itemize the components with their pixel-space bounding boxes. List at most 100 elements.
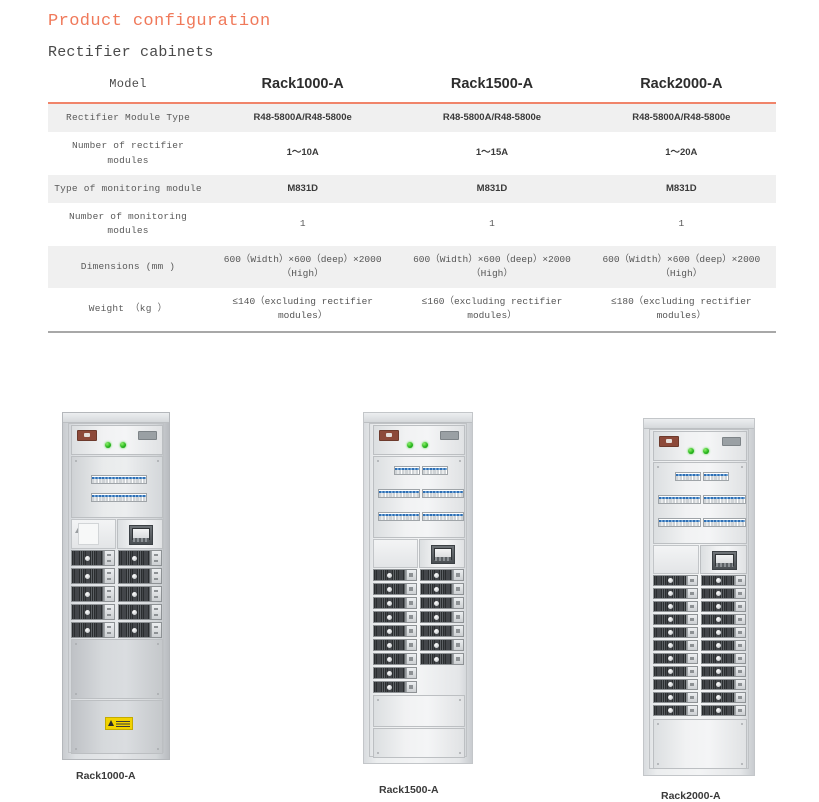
screw-icon [75, 643, 77, 645]
model-badge-icon [138, 431, 157, 440]
row-label: Dimensions (mm ) [48, 245, 209, 288]
rectifier-module[interactable] [653, 705, 698, 716]
rectifier-module[interactable] [373, 639, 417, 651]
breaker-bar-icon [659, 520, 700, 523]
rectifier-module[interactable] [420, 583, 464, 595]
breaker-teeth-icon [676, 476, 700, 480]
screw-icon [657, 763, 659, 765]
rectifier-module[interactable] [653, 640, 698, 651]
rectifier-module[interactable] [653, 627, 698, 638]
rectifier-module[interactable] [118, 550, 162, 566]
rectifier-module[interactable] [653, 692, 698, 703]
breaker-strip [703, 472, 729, 481]
row-value: 1 [208, 203, 398, 246]
breaker-bar-icon [704, 520, 745, 523]
screw-icon [157, 643, 159, 645]
row-value: 1 [397, 203, 587, 246]
status-led-icon [703, 448, 709, 454]
monitoring-module-m831d[interactable] [431, 545, 455, 564]
rectifier-module[interactable] [373, 625, 417, 637]
row-value: 1〜10A [208, 132, 398, 175]
cabinet-head-panel [373, 425, 465, 455]
row-label: Number of monitoring modules [48, 203, 209, 246]
rectifier-module[interactable] [701, 627, 746, 638]
row-value: R48-5800A/R48-5800e [208, 103, 398, 133]
breaker-strip [658, 495, 701, 504]
rectifier-module[interactable] [71, 622, 115, 638]
rectifier-module[interactable] [653, 614, 698, 625]
rectifier-module[interactable] [118, 586, 162, 602]
rectifier-module[interactable] [420, 569, 464, 581]
rectifier-module[interactable] [118, 604, 162, 620]
rectifier-module[interactable] [701, 614, 746, 625]
rectifier-module[interactable] [653, 666, 698, 677]
rectifier-module[interactable] [71, 586, 115, 602]
rectifier-module[interactable] [373, 667, 417, 679]
breaker-strip [422, 466, 448, 475]
rectifier-module[interactable] [701, 692, 746, 703]
screw-icon [459, 460, 461, 462]
breaker-bar-icon [395, 468, 419, 471]
table-row: Weight （kg ） ≤140（excluding rectifier mo… [48, 288, 776, 333]
breaker-bar-icon [92, 495, 146, 498]
rectifier-module[interactable] [701, 575, 746, 586]
rectifier-module[interactable] [420, 639, 464, 651]
distribution-panel [373, 456, 465, 538]
rectifier-module[interactable] [420, 625, 464, 637]
rectifier-module[interactable] [118, 568, 162, 584]
breaker-bar-icon [676, 474, 700, 477]
breaker-teeth-icon [379, 516, 419, 520]
cabinet-top-cap [63, 413, 169, 423]
screw-icon [157, 460, 159, 462]
rectifier-module[interactable] [701, 601, 746, 612]
column-header-rack1500a: Rack1500-A [397, 70, 587, 104]
cabinet-top-cap [644, 419, 754, 429]
rectifier-module[interactable] [653, 679, 698, 690]
rectifier-module[interactable] [701, 588, 746, 599]
monitoring-module-m831d[interactable] [129, 525, 153, 545]
column-header-rack1000a: Rack1000-A [208, 70, 398, 104]
distribution-panel [653, 462, 747, 544]
rectifier-module[interactable] [420, 611, 464, 623]
rectifier-module[interactable] [653, 588, 698, 599]
rectifier-module[interactable] [118, 622, 162, 638]
rectifier-module[interactable] [373, 583, 417, 595]
screw-icon [741, 763, 743, 765]
breaker-bar-icon [704, 474, 728, 477]
spec-table-wrapper: Model Rack1000-A Rack1500-A Rack2000-A R… [48, 70, 776, 333]
rectifier-module[interactable] [701, 640, 746, 651]
rectifier-module[interactable] [653, 653, 698, 664]
rectifier-module[interactable] [71, 550, 115, 566]
rectifier-module[interactable] [701, 705, 746, 716]
rectifier-module[interactable] [373, 597, 417, 609]
rectifier-module[interactable] [420, 597, 464, 609]
caution-label-icon [105, 717, 133, 730]
table-row: Type of monitoring module M831D M831D M8… [48, 174, 776, 203]
rectifier-module[interactable] [71, 604, 115, 620]
rectifier-module[interactable] [373, 653, 417, 665]
row-value: ≤160（excluding rectifier modules） [397, 288, 587, 333]
screw-icon [459, 752, 461, 754]
screw-icon [157, 693, 159, 695]
rectifier-module[interactable] [71, 568, 115, 584]
rectifier-module[interactable] [373, 681, 417, 693]
screw-icon [459, 699, 461, 701]
rectifier-module[interactable] [420, 653, 464, 665]
status-led-icon [407, 442, 413, 448]
screw-icon [377, 752, 379, 754]
rectifier-module[interactable] [373, 611, 417, 623]
rectifier-module[interactable] [653, 575, 698, 586]
monitoring-module-m831d[interactable] [712, 551, 737, 570]
rectifier-module[interactable] [701, 679, 746, 690]
breaker-strip [378, 512, 420, 521]
rectifier-module[interactable] [701, 653, 746, 664]
rectifier-module[interactable] [653, 601, 698, 612]
status-led-icon [120, 442, 126, 448]
breaker-teeth-icon [423, 516, 463, 520]
breaker-strip [91, 475, 147, 484]
rectifier-module[interactable] [701, 666, 746, 677]
monitoring-module-bay [117, 519, 163, 549]
blank-filler-panel [653, 545, 699, 574]
lower-door-panel [71, 700, 163, 754]
rectifier-module[interactable] [373, 569, 417, 581]
